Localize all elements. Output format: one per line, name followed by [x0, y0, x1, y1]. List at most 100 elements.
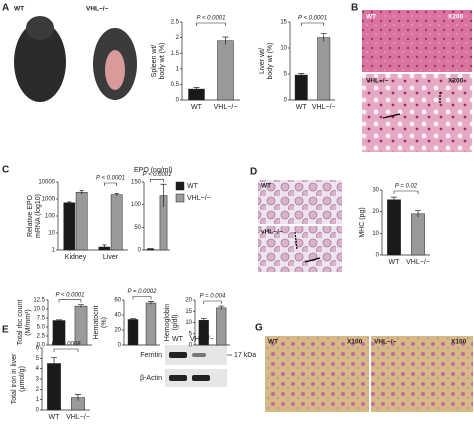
panel-letter: D	[250, 167, 257, 178]
y-tick-label: 5	[284, 72, 288, 78]
mouse-photo	[105, 50, 125, 90]
error-bar	[147, 248, 154, 250]
arrow	[304, 257, 321, 263]
bar	[110, 194, 123, 251]
blot-band	[192, 375, 210, 381]
y-tick-label: 15	[280, 20, 287, 26]
significance-bracket	[300, 22, 325, 26]
error-bar	[298, 73, 305, 77]
y-tick-label: 20	[185, 298, 192, 304]
marker-label: 17 kDa	[234, 352, 256, 359]
bar	[127, 319, 139, 346]
error-bar	[415, 210, 421, 218]
mouse-photo	[14, 22, 66, 102]
y-tick-label: 12.5	[33, 298, 45, 304]
significance-bracket	[58, 299, 82, 303]
image-label: X100	[451, 339, 467, 346]
y-tick-label: 30	[372, 188, 379, 194]
y-tick-label: 4	[36, 366, 40, 372]
significance-bracket	[196, 22, 226, 26]
panel-letter: G	[255, 323, 263, 334]
y-axis-label: (M/mm³)	[25, 309, 32, 335]
y-tick-label: 1	[176, 66, 180, 72]
significance-bracket	[53, 348, 79, 352]
image-label: X200	[448, 78, 464, 85]
y-tick-label: 10	[280, 46, 287, 52]
bar	[411, 213, 425, 256]
y-axis-label: body wt (%)	[267, 43, 274, 80]
error-bar	[79, 190, 84, 195]
bar	[217, 40, 234, 101]
y-tick-label: 10	[185, 320, 192, 326]
error-bar	[391, 196, 397, 203]
x-tick-label: VHL−/−	[66, 414, 90, 421]
panel-letter: A	[2, 3, 9, 14]
y-tick-label: 0	[176, 98, 180, 104]
significance-bracket	[393, 190, 419, 194]
blot-band	[169, 352, 187, 358]
y-tick-label: 15	[185, 309, 192, 315]
y-tick-label: 1	[52, 248, 56, 254]
smear-image	[258, 180, 342, 224]
mouse-photo	[26, 16, 54, 40]
smear-image	[258, 226, 342, 272]
y-tick-label: 50	[134, 225, 141, 231]
p-value: P = 0.02	[395, 184, 418, 190]
band-label: β-Actin	[140, 375, 162, 382]
bar	[74, 305, 88, 346]
y-tick-label: 0	[376, 253, 380, 259]
y-axis-label: MHC (pg)	[359, 207, 366, 237]
legend-swatch	[175, 193, 185, 203]
y-tick-label: 40	[114, 313, 121, 319]
x-tick-label: WT	[49, 414, 61, 421]
lane-label: WT	[172, 336, 184, 343]
y-axis-label: Spleen wt/	[151, 45, 158, 78]
legend-label: VHL−/−	[187, 195, 211, 202]
bar	[145, 302, 157, 346]
y-tick-label: 2	[176, 35, 180, 41]
bar	[188, 88, 205, 101]
histology-image	[362, 10, 472, 72]
y-axis-label: (%)	[101, 317, 108, 328]
image-label: WT	[366, 14, 376, 21]
significance-bracket	[132, 296, 152, 300]
p-value: P < 0.0001	[143, 172, 172, 178]
image-label: WT	[261, 183, 271, 190]
error-bar	[78, 304, 84, 308]
image-label: X100	[347, 339, 363, 346]
bar	[98, 246, 111, 251]
y-axis-label: Hemoglobin	[164, 304, 171, 341]
p-value: P = 0.004	[200, 294, 226, 300]
error-bar	[222, 36, 229, 45]
significance-bracket	[203, 300, 222, 304]
y-tick-label: 10	[48, 231, 55, 237]
y-tick-label: 60	[114, 298, 121, 304]
mouse-label: VHL−/−	[86, 6, 109, 13]
y-tick-label: 150	[131, 180, 142, 186]
y-tick-label: 0	[138, 248, 142, 254]
x-tick-label: WT	[296, 104, 308, 111]
bar	[294, 74, 308, 101]
p-value: P = 0.0002	[128, 289, 158, 295]
blot-band	[169, 375, 187, 381]
bar	[387, 199, 401, 256]
y-tick-label: 2	[36, 387, 40, 393]
y-tick-label: 20	[114, 328, 121, 334]
image-label: WT	[268, 339, 278, 346]
y-tick-label: 2.5	[171, 20, 180, 26]
bar	[216, 307, 227, 346]
significance-bracket	[104, 182, 117, 186]
x-tick-label: VHL−/−	[214, 104, 238, 111]
y-tick-label: 1.5	[171, 51, 180, 57]
y-tick-label: 0	[189, 343, 193, 349]
error-bar	[218, 305, 225, 310]
y-axis-label: Liver wt/	[259, 48, 266, 74]
y-axis-label: Hematocrit	[93, 306, 100, 340]
y-tick-label: 5.0	[37, 325, 46, 331]
y-axis-label: Total iron in liver	[11, 353, 18, 404]
blot-band	[192, 353, 206, 357]
error-bar	[200, 318, 207, 323]
x-tick-label: VHL−/−	[406, 259, 430, 266]
x-tick-label: WT	[389, 259, 401, 266]
error-bar	[130, 318, 136, 321]
